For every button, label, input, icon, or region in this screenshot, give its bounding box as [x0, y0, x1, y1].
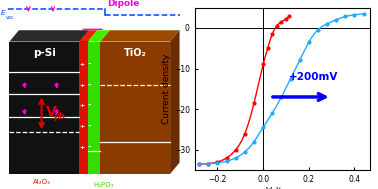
Polygon shape: [9, 30, 89, 42]
X-axis label: Voltage: Voltage: [266, 187, 299, 189]
Text: V: V: [46, 105, 56, 119]
Text: vac: vac: [6, 15, 14, 19]
Bar: [9, 42, 79, 174]
Polygon shape: [170, 30, 180, 174]
Polygon shape: [79, 30, 89, 174]
Polygon shape: [100, 30, 180, 42]
Text: +: +: [79, 103, 84, 108]
Bar: [88, 42, 100, 174]
Text: -: -: [88, 122, 91, 131]
Text: Al₂O₃: Al₂O₃: [33, 179, 50, 185]
Text: +: +: [79, 83, 84, 88]
Bar: [100, 42, 170, 174]
Text: +200mV: +200mV: [289, 72, 338, 82]
Polygon shape: [88, 30, 110, 42]
Text: p-Si: p-Si: [33, 48, 56, 58]
Text: ph: ph: [54, 112, 65, 121]
Polygon shape: [9, 163, 180, 174]
Bar: [79, 42, 88, 174]
Y-axis label: Current density: Current density: [162, 54, 171, 124]
Text: Dipole: Dipole: [107, 0, 139, 8]
Text: H₃PO₃: H₃PO₃: [94, 182, 114, 188]
Text: -: -: [88, 143, 91, 152]
Text: +: +: [79, 145, 84, 150]
Text: TiO₂: TiO₂: [124, 48, 147, 58]
Text: -: -: [88, 81, 91, 90]
Polygon shape: [79, 30, 98, 42]
Text: -: -: [88, 101, 91, 110]
Text: +: +: [79, 62, 84, 67]
Text: -: -: [88, 60, 91, 69]
Text: +: +: [79, 124, 84, 129]
Text: E: E: [1, 10, 5, 16]
